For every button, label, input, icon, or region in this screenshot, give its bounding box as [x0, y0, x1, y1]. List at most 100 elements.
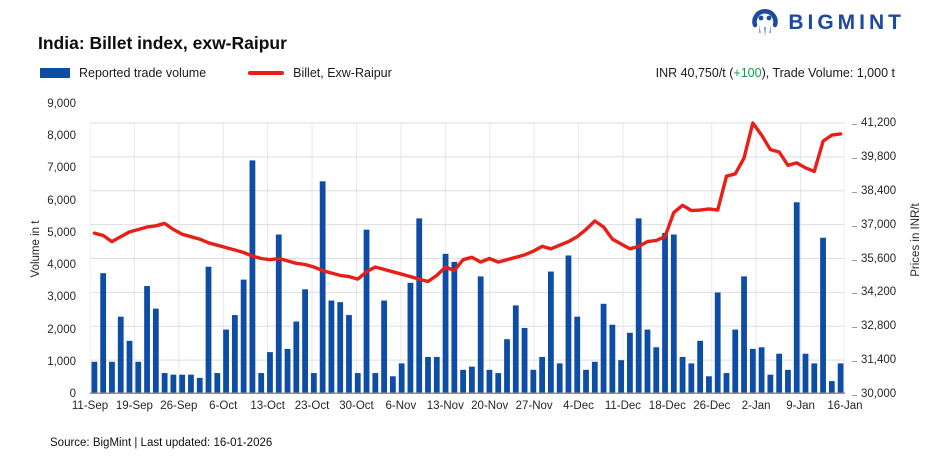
volume-bar: [451, 261, 458, 394]
volume-bar: [310, 373, 317, 394]
y-tick-label-left: 4,000: [47, 259, 76, 272]
volume-bar: [433, 356, 440, 394]
x-tick-label: 23-Oct: [294, 400, 330, 412]
x-tick-label: 6-Oct: [209, 400, 238, 412]
y-tick-label-left: 1,000: [47, 355, 76, 368]
y-tick-label-right: 32,800: [852, 320, 896, 332]
volume-bar: [398, 363, 405, 394]
y-tick-label-left: 7,000: [47, 162, 76, 175]
x-tick-label: 13-Oct: [250, 400, 285, 412]
volume-bar: [144, 286, 150, 394]
x-tick-label: 18-Dec: [648, 400, 686, 412]
y-tick-label-right: 31,400: [852, 354, 896, 366]
legend: Reported trade volume Billet, Exw-Raipur…: [40, 66, 895, 80]
volume-bar: [539, 356, 546, 394]
volume-bar: [407, 282, 414, 394]
volume-bar: [205, 266, 212, 394]
volume-bar: [346, 315, 352, 394]
volume-bar: [275, 234, 282, 394]
volume-bar: [91, 361, 98, 394]
volume-bar: [416, 218, 423, 394]
volume-bar: [758, 347, 765, 394]
volume-bar: [627, 332, 633, 394]
volume-bar: [811, 363, 818, 394]
volume-bar: [688, 363, 695, 394]
y-tick-label-left: 0: [69, 388, 76, 400]
annotation-suffix: ), Trade Volume: 1,000 t: [761, 66, 895, 80]
volume-bar: [706, 376, 712, 394]
y-tick-label-right: 30,000: [852, 388, 896, 400]
x-axis-labels: 11-Sep 19-Sep 26-Sep 6-Oct 13-Oct 23-Oct 30-Oc…: [72, 400, 863, 416]
volume-bar: [100, 273, 107, 394]
volume-bar: [785, 369, 791, 394]
volume-bar: [117, 316, 124, 394]
volume-bar: [188, 374, 194, 394]
y-tick-label-right: 37,000: [852, 219, 896, 231]
volume-bar: [583, 369, 589, 394]
volume-bar: [328, 300, 335, 394]
volume-bar: [249, 160, 256, 394]
y-tick-label-right: 35,600: [852, 253, 896, 265]
x-tick-label: 30-Oct: [339, 400, 374, 412]
x-tick-label: 11-Sep: [71, 400, 109, 412]
volume-bar: [662, 232, 668, 394]
volume-bar: [591, 361, 598, 394]
volume-bar: [670, 234, 677, 394]
volume-bar: [460, 369, 467, 394]
volume-bar: [776, 353, 783, 394]
volume-bar: [477, 276, 484, 394]
volume-bar: [653, 347, 660, 394]
volume-bar: [741, 276, 747, 394]
volume-bar: [512, 305, 519, 394]
volume-bar: [231, 315, 238, 394]
x-tick-label: 11-Dec: [604, 400, 642, 412]
y-tick-label-left: 6,000: [47, 194, 76, 207]
volume-bar: [749, 348, 756, 394]
volume-bar: [223, 329, 229, 394]
bigmint-logo-icon: [752, 9, 779, 37]
volume-bar: [425, 356, 431, 394]
y-axis-right-title: Prices in INR/t: [910, 203, 922, 277]
volume-bar: [556, 363, 563, 394]
volume-bar: [679, 356, 686, 394]
y-tick-label-left: 2,000: [47, 323, 76, 336]
volume-bar: [793, 202, 800, 394]
volume-bar: [574, 316, 581, 394]
volume-bar: [284, 348, 291, 394]
volume-bar: [600, 303, 607, 394]
bigmint-logo-text: BIGMINT: [788, 11, 905, 34]
volume-bar: [258, 373, 265, 394]
plot-svg: [90, 121, 845, 394]
y-tick-label-right: 41,200: [852, 117, 896, 129]
x-tick-label: 2-Jan: [741, 400, 771, 412]
volume-bar: [495, 373, 502, 394]
x-tick-label: 26-Sep: [160, 400, 198, 412]
volume-bar: [363, 229, 370, 394]
y-tick-label-left: 5,000: [47, 226, 76, 239]
volume-bar: [530, 369, 537, 394]
volume-bar: [723, 373, 730, 394]
annotation-change: +100: [733, 66, 762, 80]
volume-bars: [91, 160, 844, 394]
volume-bar: [521, 327, 528, 394]
legend-item-price: Billet, Exw-Raipur: [248, 66, 392, 80]
x-tick-label: 6-Nov: [385, 400, 417, 412]
price-line: [92, 121, 843, 284]
volume-bar: [486, 369, 493, 394]
volume-bar: [504, 339, 510, 394]
volume-bar: [196, 377, 203, 394]
volume-bar: [820, 237, 826, 394]
y-tick-label-left: 8,000: [47, 130, 76, 143]
volume-bar: [126, 340, 133, 394]
volume-bar: [240, 279, 247, 394]
volume-bar: [618, 360, 625, 394]
volume-bar: [302, 289, 308, 394]
footer-source: Source: BigMint | Last updated: 16-01-20…: [50, 437, 273, 449]
page-title: India: Billet index, exw-Raipur: [38, 33, 287, 53]
volume-bar: [109, 361, 115, 394]
volume-bar: [767, 374, 774, 394]
volume-bar: [644, 329, 651, 394]
volume-bar: [565, 255, 572, 394]
price-swatch-icon: [248, 71, 285, 75]
